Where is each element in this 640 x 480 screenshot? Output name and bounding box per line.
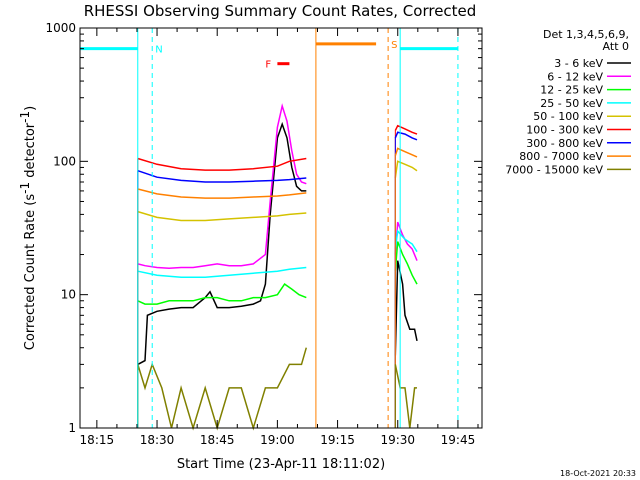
chart-title: RHESSI Observing Summary Count Rates, Co… bbox=[84, 2, 477, 20]
x-tick-label: 19:15 bbox=[320, 433, 355, 447]
series-line bbox=[394, 364, 417, 429]
series-layer bbox=[137, 103, 418, 431]
legend-label: 50 - 100 keV bbox=[533, 110, 603, 123]
legend-title-line: Det 1,3,4,5,6,9, bbox=[543, 28, 629, 41]
x-tick-label: 19:30 bbox=[380, 433, 415, 447]
series-line bbox=[394, 160, 418, 179]
series-line bbox=[137, 157, 307, 171]
x-axis-label: Start Time (23-Apr-11 18:11:02) bbox=[177, 457, 385, 472]
y-axis-label-part: detector bbox=[23, 122, 38, 182]
x-tick-label: 19:00 bbox=[260, 433, 295, 447]
x-tick-label: 18:15 bbox=[80, 433, 115, 447]
series-line bbox=[137, 103, 307, 269]
x-tick-label: 18:45 bbox=[200, 433, 235, 447]
x-tick-label: 18:30 bbox=[140, 433, 175, 447]
y-axis-label-exponent: -1 bbox=[18, 111, 32, 123]
y-axis-label-exponent: -1 bbox=[18, 182, 32, 194]
series-line bbox=[137, 266, 307, 279]
y-tick-label: 100 bbox=[53, 154, 76, 168]
series-line bbox=[394, 147, 418, 158]
footer-timestamp: 18-Oct-2021 20:33 bbox=[560, 469, 636, 478]
series-line bbox=[394, 221, 418, 261]
plot-frame bbox=[79, 27, 483, 429]
series-line bbox=[394, 260, 418, 356]
legend-label: 3 - 6 keV bbox=[554, 57, 603, 70]
legend-label: 800 - 7000 keV bbox=[519, 150, 603, 163]
series-line bbox=[394, 124, 418, 135]
x-axis-ticks: 18:15 18:30 18:45 19:00 19:15 19:30 19:45 bbox=[80, 28, 479, 447]
x-tick-label: 19:45 bbox=[441, 433, 476, 447]
y-axis-label-part: Corrected Count Rate (s bbox=[23, 194, 38, 351]
y-tick-label: 10 bbox=[61, 288, 76, 302]
legend-label: 300 - 800 keV bbox=[526, 137, 603, 150]
series-line bbox=[137, 169, 307, 183]
y-tick-label: 1000 bbox=[45, 21, 76, 35]
series-line bbox=[394, 229, 418, 253]
series-line bbox=[137, 121, 307, 366]
state-label: S bbox=[391, 40, 397, 51]
state-label: N bbox=[155, 45, 162, 56]
legend-label: 100 - 300 keV bbox=[526, 124, 603, 137]
legend-label: 7000 - 15000 keV bbox=[505, 163, 603, 176]
y-tick-label: 1 bbox=[68, 421, 76, 435]
y-axis-ticks: 1 10 100 1000 bbox=[45, 21, 482, 435]
legend-label: 6 - 12 keV bbox=[547, 70, 603, 83]
state-bars: N S F bbox=[80, 28, 459, 428]
legend-label: 12 - 25 keV bbox=[540, 84, 603, 97]
series-line bbox=[137, 283, 307, 305]
series-line bbox=[394, 241, 418, 285]
y-axis-label-part: ) bbox=[23, 106, 38, 111]
legend-title-line: Att 0 bbox=[603, 40, 629, 53]
series-line bbox=[394, 131, 418, 141]
flare-flag-label: F bbox=[265, 60, 271, 71]
series-line bbox=[137, 210, 307, 222]
series-line bbox=[137, 188, 307, 199]
legend-label: 25 - 50 keV bbox=[540, 97, 603, 110]
series-line bbox=[137, 347, 308, 431]
y-axis-label: Corrected Count Rate (s-1 detector-1) bbox=[18, 106, 38, 350]
